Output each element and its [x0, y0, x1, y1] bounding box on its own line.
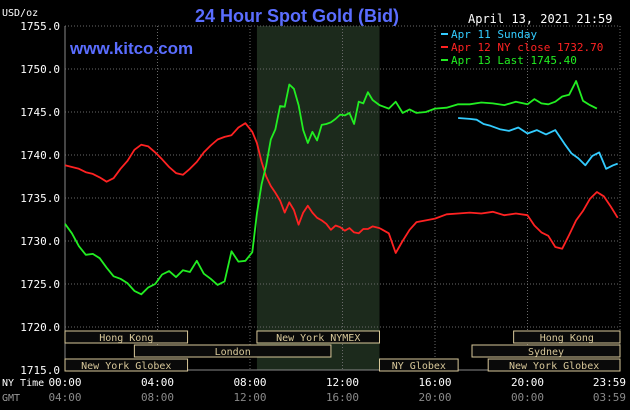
series-line-2	[64, 122, 619, 254]
y-tick-label: 1720.0	[20, 321, 60, 334]
session-box	[256, 330, 380, 344]
session-box	[471, 344, 621, 358]
session-label: New York Globex	[509, 361, 599, 372]
session-bar: Sydney	[471, 344, 621, 358]
session-box	[64, 358, 189, 372]
session-bar: Hong Kong	[513, 330, 621, 344]
watermark-text: www.kitco.com	[69, 39, 193, 58]
session-label: New York Globex	[81, 361, 171, 372]
chart-title: 24 Hour Spot Gold (Bid)	[195, 6, 399, 26]
session-bar: London	[133, 344, 332, 358]
series-line-1	[458, 117, 619, 170]
session-bar: NY Globex	[379, 358, 459, 372]
session-label: Sydney	[528, 347, 564, 358]
y-tick-label: 1730.0	[20, 235, 60, 248]
legend-item: Apr 12 NY close 1732.70	[441, 41, 603, 54]
session-label: NY Globex	[392, 361, 446, 372]
x-tick-label: 20:00	[511, 376, 544, 389]
legend-label: Apr 12 NY close 1732.70	[451, 41, 603, 54]
session-label: Hong Kong	[540, 333, 594, 344]
session-box	[64, 330, 189, 344]
y-tick-label: 1715.0	[20, 364, 60, 377]
legend-item: Apr 11 Sunday	[441, 28, 537, 41]
x-tick-label: 12:00	[233, 391, 266, 404]
session-label: New York NYMEX	[276, 333, 360, 344]
series-line-3	[64, 80, 598, 296]
y-tick-label: 1725.0	[20, 278, 60, 291]
session-bar: New York Globex	[64, 358, 189, 372]
session-box	[133, 344, 332, 358]
x-tick-label: 00:00	[48, 376, 81, 389]
y-tick-label: 1740.0	[20, 149, 60, 162]
x-tick-label: 16:00	[418, 376, 451, 389]
session-box	[513, 330, 621, 344]
x-tick-label: 04:00	[48, 391, 81, 404]
session-bar: New York Globex	[487, 358, 621, 372]
x-tick-label: 03:59	[593, 391, 626, 404]
x-tick-label: 20:00	[418, 391, 451, 404]
session-label: London	[215, 347, 251, 358]
chart-date: April 13, 2021 21:59	[468, 12, 613, 26]
x-tick-label: 12:00	[326, 376, 359, 389]
legend-item: Apr 13 Last 1745.40	[441, 54, 577, 67]
x-tick-label: 08:00	[233, 376, 266, 389]
y-tick-label: 1745.0	[20, 106, 60, 119]
session-bar: Hong Kong	[64, 330, 189, 344]
y-tick-label: 1735.0	[20, 192, 60, 205]
legend-label: Apr 13 Last 1745.40	[451, 54, 577, 67]
x-tick-label: 00:00	[511, 391, 544, 404]
session-box	[487, 358, 621, 372]
x-row-label: GMT	[2, 393, 20, 404]
x-tick-label: 08:00	[141, 391, 174, 404]
x-tick-label: 16:00	[326, 391, 359, 404]
session-bar: New York NYMEX	[256, 330, 380, 344]
x-tick-label: 23:59	[593, 376, 626, 389]
y-unit-label: USD/oz	[2, 8, 38, 19]
session-box	[379, 358, 459, 372]
y-tick-label: 1750.0	[20, 63, 60, 76]
legend-label: Apr 11 Sunday	[451, 28, 537, 41]
y-tick-label: 1755.0	[20, 20, 60, 33]
x-tick-label: 04:00	[141, 376, 174, 389]
x-row-label: NY Time	[2, 378, 44, 389]
session-label: Hong Kong	[99, 333, 153, 344]
